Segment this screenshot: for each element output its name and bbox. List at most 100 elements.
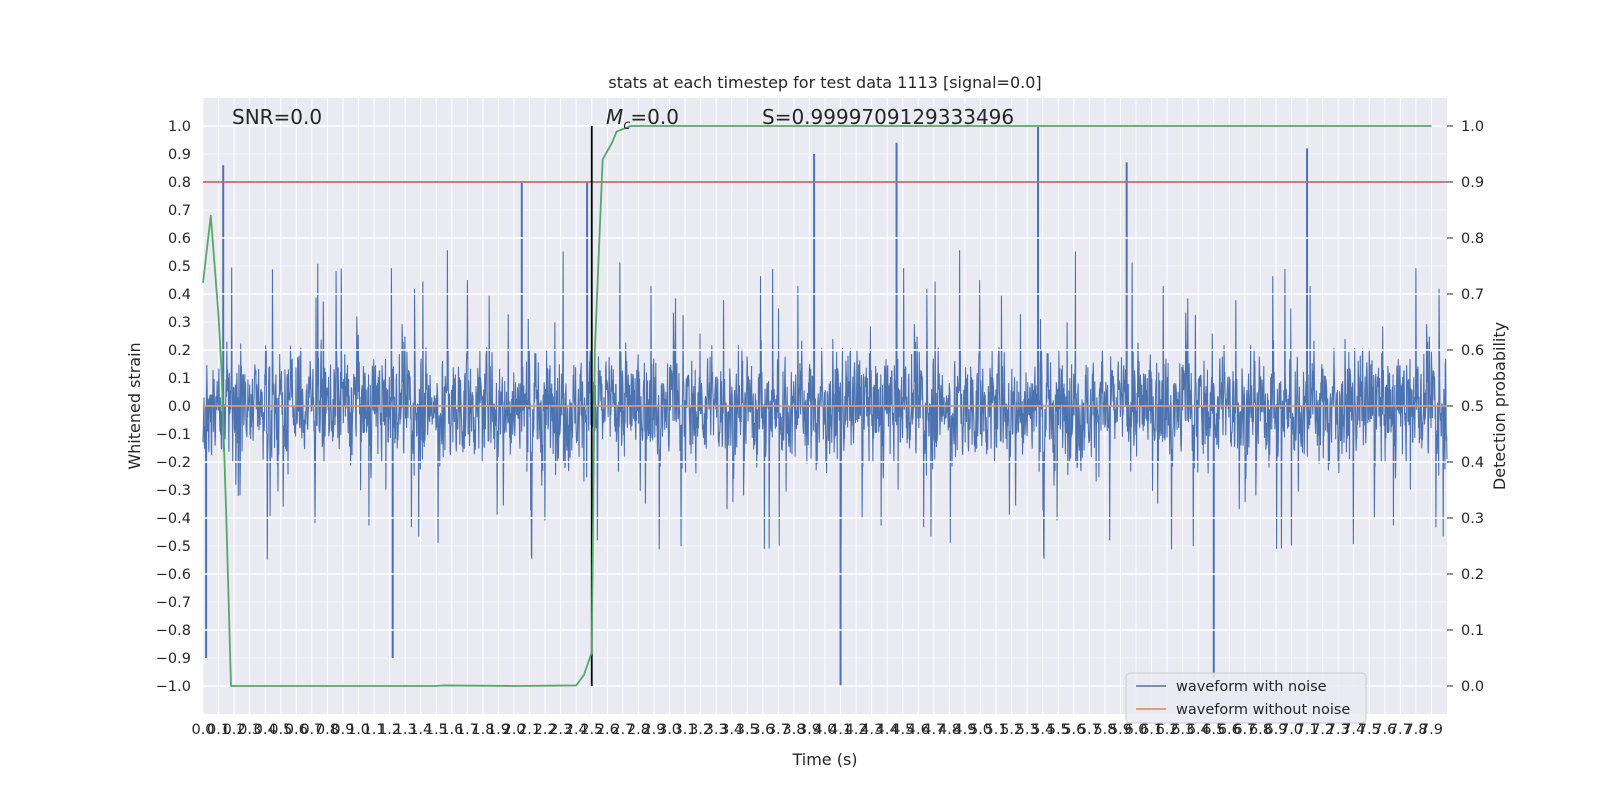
x-tick-label: 0.6 — [285, 722, 308, 738]
x-tick-label: 7.6 — [1373, 722, 1396, 738]
chirp-mass-symbol: M — [606, 105, 623, 129]
x-tick-label: 0.8 — [316, 722, 339, 738]
detection-probability-line — [202, 125, 1432, 687]
legend-label-noise: waveform with noise — [1176, 679, 1327, 695]
y-tick-label: −0.7 — [156, 595, 191, 611]
x-tick-label: 1.6 — [440, 722, 463, 738]
x-tick-label: 2.0 — [502, 722, 525, 738]
chirp-mass-value: =0.0 — [630, 105, 679, 129]
y-tick-label: 0.4 — [168, 287, 191, 303]
y2-tick-label: 0.7 — [1461, 287, 1484, 303]
y-tick-label: 0.1 — [168, 371, 191, 387]
x-tick-label: 7.3 — [1327, 722, 1350, 738]
y-tick-label: −0.6 — [156, 567, 191, 583]
score-annotation: S=0.9999709129333496 — [762, 105, 1014, 129]
x-tick-label: 0.7 — [300, 722, 323, 738]
y-tick-label: 0.7 — [168, 203, 191, 219]
x-tick-label: 3.4 — [720, 722, 743, 738]
chirp-mass-subscript: c — [623, 118, 630, 133]
x-tick-label: 5.0 — [969, 722, 992, 738]
x-tick-label: 6.8 — [1249, 722, 1272, 738]
x-tick-label: 1.0 — [347, 722, 370, 738]
x-tick-label: 4.4 — [876, 722, 899, 738]
x-tick-label: 0.3 — [238, 722, 261, 738]
y-tick-label: −0.3 — [156, 483, 191, 499]
x-tick-label: 7.8 — [1404, 722, 1427, 738]
y-axis-ticks: 1.0 0.9 0.8 0.7 0.6 0.5 0.4 0.3 0.2 0.1 0.0 −0.1 −0.… — [156, 119, 191, 695]
x-tick-label: 3.1 — [674, 722, 697, 738]
y2-tick-label: 0.5 — [1461, 399, 1484, 415]
x-tick-label: 5.5 — [1047, 722, 1070, 738]
x-tick-label: 1.2 — [378, 722, 401, 738]
y-tick-label: −1.0 — [156, 679, 191, 695]
legend-label-clean: waveform without noise — [1176, 702, 1350, 718]
y-tick-label: 0.0 — [168, 399, 191, 415]
waveform-with-noise-line — [202, 250, 1448, 560]
legend: waveform with noise waveform without noi… — [1125, 672, 1367, 724]
x-tick-label: 2.4 — [565, 722, 588, 738]
x-tick-label: 1.3 — [394, 722, 417, 738]
snr-annotation: SNR=0.0 — [232, 105, 322, 129]
x-tick-label: 5.6 — [1062, 722, 1085, 738]
x-tick-label: 7.4 — [1342, 722, 1365, 738]
y-tick-label: −0.1 — [156, 427, 191, 443]
x-tick-label: 4.2 — [845, 722, 868, 738]
x-tick-label: 7.9 — [1420, 722, 1443, 738]
x-tick-label: 4.8 — [938, 722, 961, 738]
x-tick-label: 6.9 — [1264, 722, 1287, 738]
x-tick-label: 7.0 — [1280, 722, 1303, 738]
x-tick-label: 4.1 — [829, 722, 852, 738]
chirp-mass-annotation: Mc=0.0 — [606, 105, 679, 133]
y2-tick-label: 0.0 — [1461, 679, 1484, 695]
x-tick-label: 5.8 — [1093, 722, 1116, 738]
x-tick-label: 2.8 — [627, 722, 650, 738]
legend-box — [1125, 672, 1367, 724]
y-tick-label: 1.0 — [168, 119, 191, 135]
y-tick-label: −0.4 — [156, 511, 191, 527]
y-tick-label: 0.3 — [168, 315, 191, 331]
x-tick-label: 7.5 — [1358, 722, 1381, 738]
x-tick-label: 3.5 — [736, 722, 759, 738]
x-tick-label: 5.9 — [1109, 722, 1132, 738]
x-tick-label: 4.0 — [813, 722, 836, 738]
x-tick-label: 1.7 — [456, 722, 479, 738]
x-tick-label: 1.1 — [363, 722, 386, 738]
x-tick-label: 2.2 — [534, 722, 557, 738]
x-tick-label: 3.7 — [767, 722, 790, 738]
y-axis-label: Whitened strain — [125, 342, 144, 469]
x-tick-label: 0.4 — [254, 722, 277, 738]
x-tick-label: 4.3 — [860, 722, 883, 738]
y2-axis-label: Detection probability — [1490, 322, 1509, 490]
y-tick-label: −0.2 — [156, 455, 191, 471]
y-tick-label: 0.6 — [168, 231, 191, 247]
x-tick-label: 5.4 — [1031, 722, 1054, 738]
x-tick-label: 5.2 — [1000, 722, 1023, 738]
x-tick-label: 0.0 — [191, 722, 214, 738]
y2-tick-label: 0.1 — [1461, 623, 1484, 639]
x-tick-label: 2.1 — [518, 722, 541, 738]
y2-tick-label: 0.8 — [1461, 231, 1484, 247]
x-tick-label: 3.2 — [689, 722, 712, 738]
x-tick-label: 5.3 — [1016, 722, 1039, 738]
x-tick-label: 3.8 — [782, 722, 805, 738]
x-tick-label: 2.5 — [580, 722, 603, 738]
x-tick-label: 2.3 — [549, 722, 572, 738]
x-tick-label: 1.8 — [471, 722, 494, 738]
x-tick-label: 6.2 — [1156, 722, 1179, 738]
x-tick-label: 6.5 — [1202, 722, 1225, 738]
y-tick-label: −0.8 — [156, 623, 191, 639]
overlay-lines — [202, 125, 1447, 687]
y-tick-label: 0.5 — [168, 259, 191, 275]
x-tick-label: 6.1 — [1140, 722, 1163, 738]
x-tick-label: 0.9 — [331, 722, 354, 738]
x-tick-label: 4.6 — [907, 722, 930, 738]
x-tick-label: 6.3 — [1171, 722, 1194, 738]
x-tick-label: 1.9 — [487, 722, 510, 738]
x-tick-label: 6.4 — [1187, 722, 1210, 738]
y-tick-label: −0.9 — [156, 651, 191, 667]
x-tick-label: 3.9 — [798, 722, 821, 738]
x-tick-label: 7.7 — [1389, 722, 1412, 738]
x-tick-label: 5.7 — [1078, 722, 1101, 738]
x-tick-label: 4.7 — [922, 722, 945, 738]
